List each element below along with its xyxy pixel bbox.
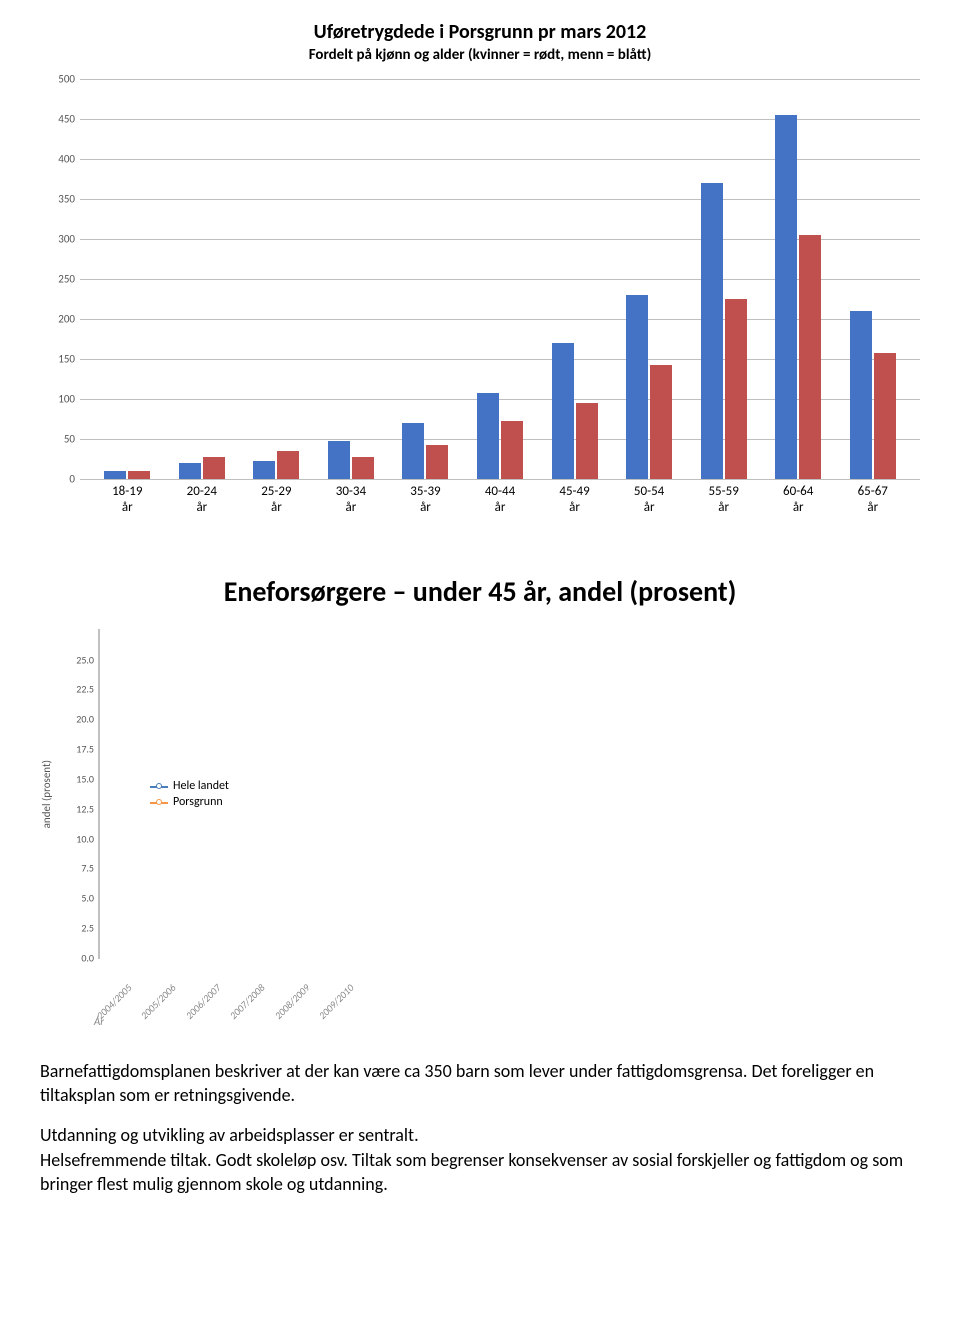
chart2-ylabel: andel (prosent) (40, 760, 53, 828)
bar-menn (402, 423, 424, 479)
bar-menn (701, 183, 723, 479)
body-text: Barnefattigdomsplanen beskriver at der k… (40, 1059, 920, 1196)
bar-group (239, 79, 314, 479)
chart1-subtitle: Fordelt på kjønn og alder (kvinner = rød… (40, 46, 920, 64)
chart1-plot: 050100150200250300350400450500 (80, 79, 920, 479)
bar-kvinner (501, 421, 523, 479)
bar-menn (104, 471, 126, 479)
bar-kvinner (725, 299, 747, 479)
legend-item: Porsgrunn (150, 795, 229, 809)
paragraph-2: Utdanning og utvikling av arbeidsplasser… (40, 1123, 920, 1196)
bar-menn (179, 463, 201, 479)
chart1-title: Uføretrygdede i Porsgrunn pr mars 2012 (40, 20, 920, 44)
bar-group (463, 79, 538, 479)
bar-chart-ufore: Uføretrygdede i Porsgrunn pr mars 2012 F… (40, 20, 920, 515)
bar-group (686, 79, 761, 479)
paragraph-1: Barnefattigdomsplanen beskriver at der k… (40, 1059, 920, 1108)
bar-menn (328, 441, 350, 479)
bar-kvinner (874, 353, 896, 479)
bar-group (90, 79, 165, 479)
bar-kvinner (799, 235, 821, 479)
bar-kvinner (352, 457, 374, 479)
bar-group (835, 79, 910, 479)
chart2-xaxis-label: År (94, 1015, 104, 1028)
chart2-plot: 0.02.55.07.510.012.515.017.520.022.525.0… (98, 629, 100, 959)
chart2-title: Eneforsørgere – under 45 år, andel (pros… (40, 575, 920, 609)
bar-kvinner (650, 365, 672, 479)
bar-kvinner (576, 403, 598, 479)
bar-kvinner (426, 445, 448, 479)
bar-menn (626, 295, 648, 479)
line-chart-eneforsorgere: Eneforsørgere – under 45 år, andel (pros… (40, 575, 920, 959)
bar-menn (850, 311, 872, 479)
bar-menn (253, 461, 275, 479)
bar-menn (552, 343, 574, 479)
legend-item: Hele landet (150, 779, 229, 793)
chart2-legend: Hele landet Porsgrunn (150, 777, 229, 811)
bar-kvinner (277, 451, 299, 479)
bar-group (761, 79, 836, 479)
bar-menn (477, 393, 499, 479)
bar-menn (775, 115, 797, 479)
bar-kvinner (203, 457, 225, 479)
bar-group (388, 79, 463, 479)
bar-group (612, 79, 687, 479)
bar-kvinner (128, 471, 150, 479)
bar-group (165, 79, 240, 479)
bar-group (314, 79, 389, 479)
bar-group (537, 79, 612, 479)
